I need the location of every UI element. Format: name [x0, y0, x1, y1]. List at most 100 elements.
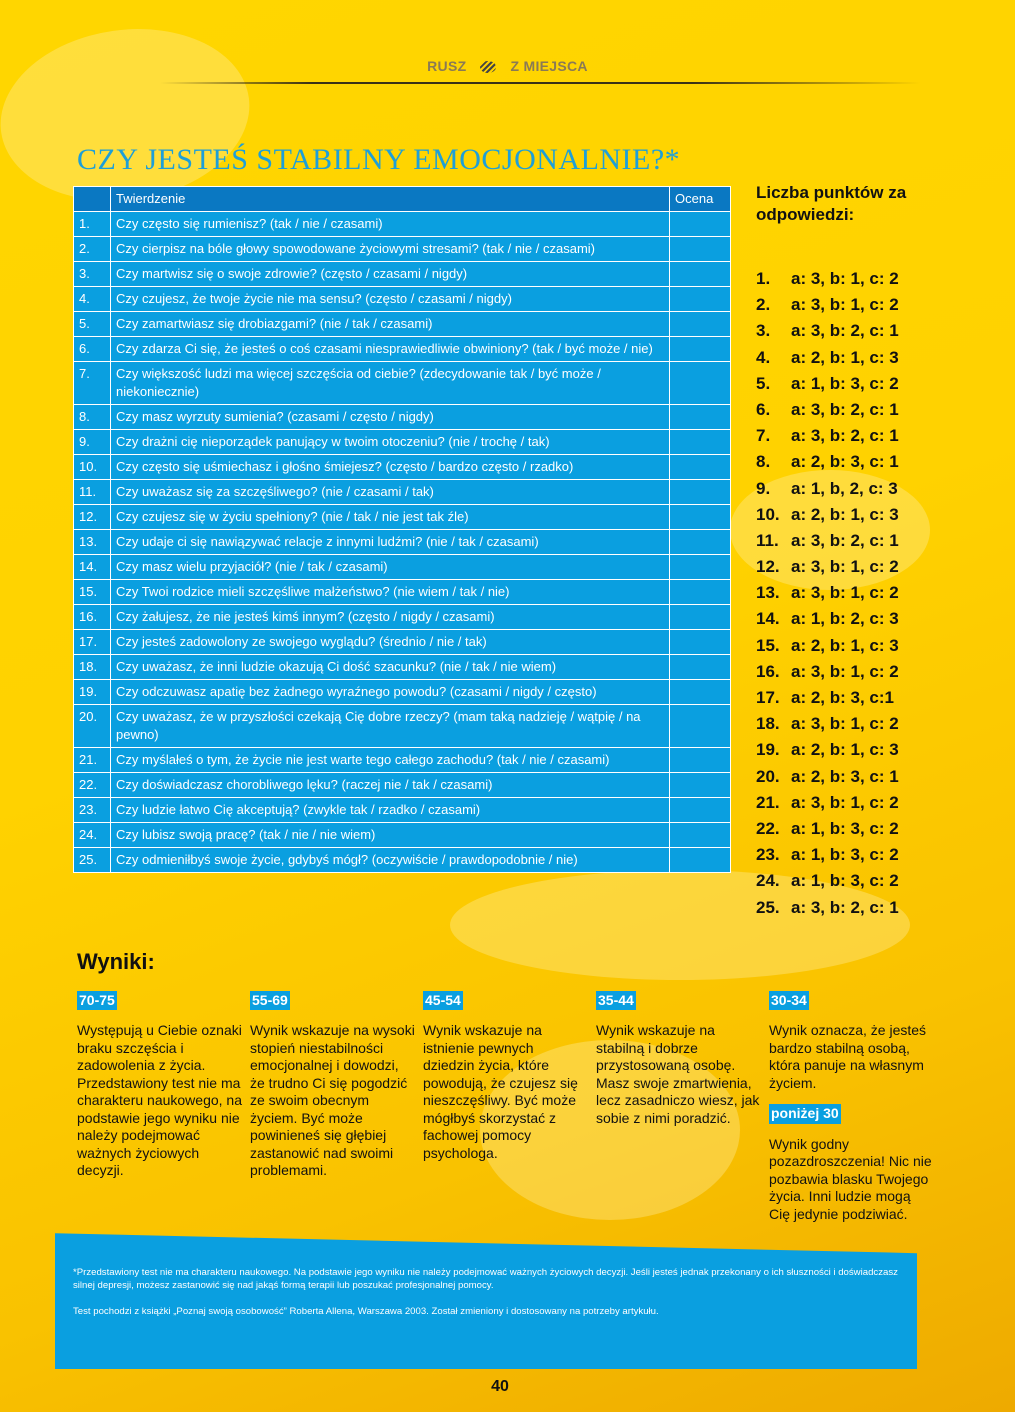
scoring-item: 6. a: 3, b: 2, c: 1 [756, 399, 926, 425]
row-score-cell[interactable] [669, 504, 731, 530]
row-statement: Czy masz wielu przyjaciół? (nie / tak / … [110, 554, 670, 580]
table-row: 20. Czy uważasz, że w przyszłości czekają… [73, 704, 731, 748]
scoring-values: a: 2, b: 1, c: 3 [791, 504, 899, 524]
scoring-number: 9. [756, 478, 771, 498]
scoring-values: a: 2, b: 1, c: 3 [791, 740, 899, 760]
results-section: 70-75 Występują u Ciebie oznaki braku szc… [77, 990, 1015, 1224]
row-score-cell[interactable] [669, 404, 731, 430]
table-row: 21. Czy myślałeś o tym, że życie nie jest… [73, 747, 731, 773]
header-score: Ocena [669, 186, 731, 212]
table-row: 24. Czy lubisz swoją pracę? (tak / nie / … [73, 822, 731, 848]
scoring-number: 22. [756, 818, 780, 838]
score-range-badge: 55-69 [250, 990, 290, 1011]
scoring-title: Liczba punktów za odpowiedzi: [756, 183, 907, 224]
scoring-list: 1. a: 3, b: 1, c: 2 2. a: 3, b: 1, c: 2 3. a:… [756, 268, 926, 923]
row-score-cell[interactable] [669, 772, 731, 798]
scoring-values: a: 3, b: 2, c: 1 [791, 897, 899, 917]
scoring-number: 11. [756, 530, 779, 550]
footnote-source: Test pochodzi z książki „Poznaj swoją os… [73, 1306, 659, 1318]
row-statement: Czy cierpisz na bóle głowy spowodowane ż… [110, 236, 670, 262]
scoring-item: 8. a: 2, b: 3, c: 1 [756, 451, 926, 477]
row-statement: Czy często się uśmiechasz i głośno śmiej… [110, 454, 670, 480]
scoring-item: 20. a: 2, b: 3, c: 1 [756, 766, 926, 792]
table-row: 9. Czy drażni cię nieporządek panujący w … [73, 429, 731, 455]
row-score-cell[interactable] [669, 797, 731, 823]
scoring-number: 19. [756, 740, 780, 760]
row-score-cell[interactable] [669, 286, 731, 312]
row-number: 17. [73, 629, 111, 655]
row-score-cell[interactable] [669, 654, 731, 680]
row-score-cell[interactable] [669, 429, 731, 455]
table-row: 7. Czy większość ludzi ma więcej szczęści… [73, 361, 731, 405]
row-score-cell[interactable] [669, 211, 731, 237]
row-statement: Czy drażni cię nieporządek panujący w tw… [110, 429, 670, 455]
header-number [73, 186, 111, 212]
row-score-cell[interactable] [669, 629, 731, 655]
row-score-cell[interactable] [669, 336, 731, 362]
row-number: 25. [73, 847, 111, 873]
result-column: 30-34 Wynik oznacza, że jesteś bardzo sta… [769, 990, 934, 1224]
row-score-cell[interactable] [669, 479, 731, 505]
scoring-values: a: 3, b: 2, c: 1 [791, 399, 899, 419]
row-number: 20. [73, 704, 111, 748]
footnote-box: *Przedstawiony test nie ma charakteru na… [55, 1233, 917, 1370]
row-score-cell[interactable] [669, 454, 731, 480]
table-row: 4. Czy czujesz, że twoje życie nie ma sen… [73, 286, 731, 312]
scoring-item: 14. a: 1, b: 2, c: 3 [756, 608, 926, 634]
scoring-number: 13. [756, 583, 780, 603]
scoring-values: a: 3, b: 2, c: 1 [791, 321, 899, 341]
quiz-table: Twierdzenie Ocena 1. Czy często się rumie… [73, 186, 731, 873]
scoring-number: 24. [756, 871, 780, 891]
result-column: 55-69 Wynik wskazuje na wysoki stopień ni… [250, 990, 415, 1180]
row-score-cell[interactable] [669, 236, 731, 262]
table-row: 13. Czy udaje ci się nawiązywać relacje z… [73, 529, 731, 555]
score-range-badge: 30-34 [769, 990, 809, 1011]
row-score-cell[interactable] [669, 554, 731, 580]
row-statement: Czy czujesz się w życiu spełniony? (nie … [110, 504, 670, 530]
row-score-cell[interactable] [669, 579, 731, 605]
row-score-cell[interactable] [669, 529, 731, 555]
row-number: 24. [73, 822, 111, 848]
row-number: 18. [73, 654, 111, 680]
header-left: RUSZ [427, 58, 467, 74]
score-range-badge: 70-75 [77, 990, 117, 1011]
scoring-values: a: 3, b: 1, c: 2 [791, 557, 899, 577]
row-score-cell[interactable] [669, 747, 731, 773]
table-header-row: Twierdzenie Ocena [73, 186, 731, 212]
scoring-values: a: 3, b: 1, c: 2 [791, 661, 899, 681]
row-score-cell[interactable] [669, 311, 731, 337]
scoring-number: 5. [756, 373, 771, 393]
table-row: 17. Czy jesteś zadowolony ze swojego wygl… [73, 629, 731, 655]
scoring-values: a: 2, b: 1, c: 3 [791, 347, 899, 367]
result-description: Wynik wskazuje na wysoki stopień niestab… [250, 1022, 415, 1179]
row-statement: Czy uważasz, że inni ludzie okazują Ci d… [110, 654, 670, 680]
row-score-cell[interactable] [669, 679, 731, 705]
page-number: 40 [491, 1378, 509, 1396]
table-row: 25. Czy odmieniłbyś swoje życie, gdybyś m… [73, 847, 731, 873]
row-score-cell[interactable] [669, 704, 731, 748]
scoring-item: 1. a: 3, b: 1, c: 2 [756, 268, 926, 294]
row-score-cell[interactable] [669, 361, 731, 405]
scoring-item: 7. a: 3, b: 2, c: 1 [756, 425, 926, 451]
table-row: 10. Czy często się uśmiechasz i głośno śm… [73, 454, 731, 480]
scoring-item: 22. a: 1, b: 3, c: 2 [756, 818, 926, 844]
row-statement: Czy doświadczasz chorobliwego lęku? (rac… [110, 772, 670, 798]
scoring-item: 5. a: 1, b: 3, c: 2 [756, 373, 926, 399]
row-score-cell[interactable] [669, 847, 731, 873]
scoring-values: a: 3, b: 1, c: 2 [791, 269, 899, 288]
row-statement: Czy myślałeś o tym, że życie nie jest wa… [110, 747, 670, 773]
row-number: 14. [73, 554, 111, 580]
row-statement: Czy uważasz, że w przyszłości czekają Ci… [110, 704, 670, 748]
scoring-number: 18. [756, 714, 780, 734]
row-score-cell[interactable] [669, 822, 731, 848]
row-statement: Czy lubisz swoją pracę? (tak / nie / nie… [110, 822, 670, 848]
results-title: Wyniki: [77, 948, 155, 974]
scoring-values: a: 2, b: 3, c: 1 [791, 452, 899, 472]
row-statement: Czy zdarza Ci się, że jesteś o coś czasa… [110, 336, 670, 362]
scoring-values: a: 3, b: 1, c: 2 [791, 714, 899, 734]
table-row: 5. Czy zamartwiasz się drobiazgami? (nie … [73, 311, 731, 337]
scoring-item: 10. a: 2, b: 1, c: 3 [756, 504, 926, 530]
row-score-cell[interactable] [669, 604, 731, 630]
result-description: Wynik oznacza, że jesteś bardzo stabilną… [769, 1022, 927, 1091]
row-score-cell[interactable] [669, 261, 731, 287]
